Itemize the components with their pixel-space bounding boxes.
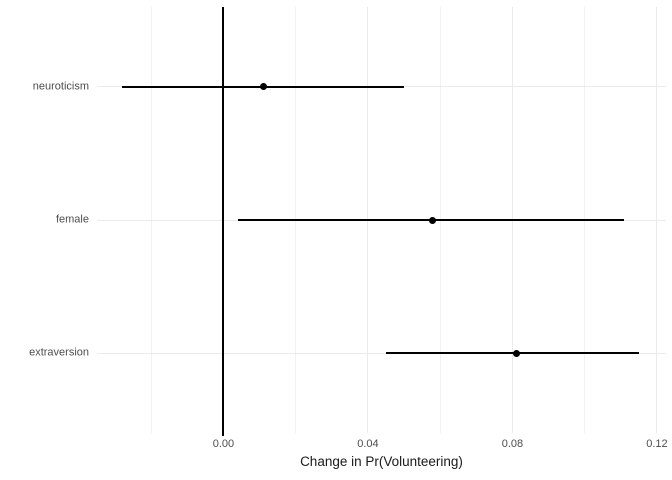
estimate-point <box>429 216 437 224</box>
x-axis-title: Change in Pr(Volunteering) <box>300 454 463 469</box>
estimate-point <box>259 83 267 91</box>
confidence-interval-bar <box>386 352 639 355</box>
plot-panel <box>97 7 666 436</box>
category-label: extraversion <box>29 346 89 359</box>
x-tick-label: 0.04 <box>357 438 379 450</box>
zero-reference-line <box>222 7 225 436</box>
category-gridline <box>97 352 666 354</box>
estimate-point <box>512 349 520 357</box>
category-label: neuroticism <box>32 80 89 93</box>
x-tick-label: 0.00 <box>212 438 235 450</box>
x-tick-label: 0.08 <box>501 438 524 450</box>
x-tick-label: 0.12 <box>646 438 668 450</box>
category-label: female <box>55 213 89 226</box>
y-axis-category-labels: neuroticism female extraversion <box>0 7 89 433</box>
